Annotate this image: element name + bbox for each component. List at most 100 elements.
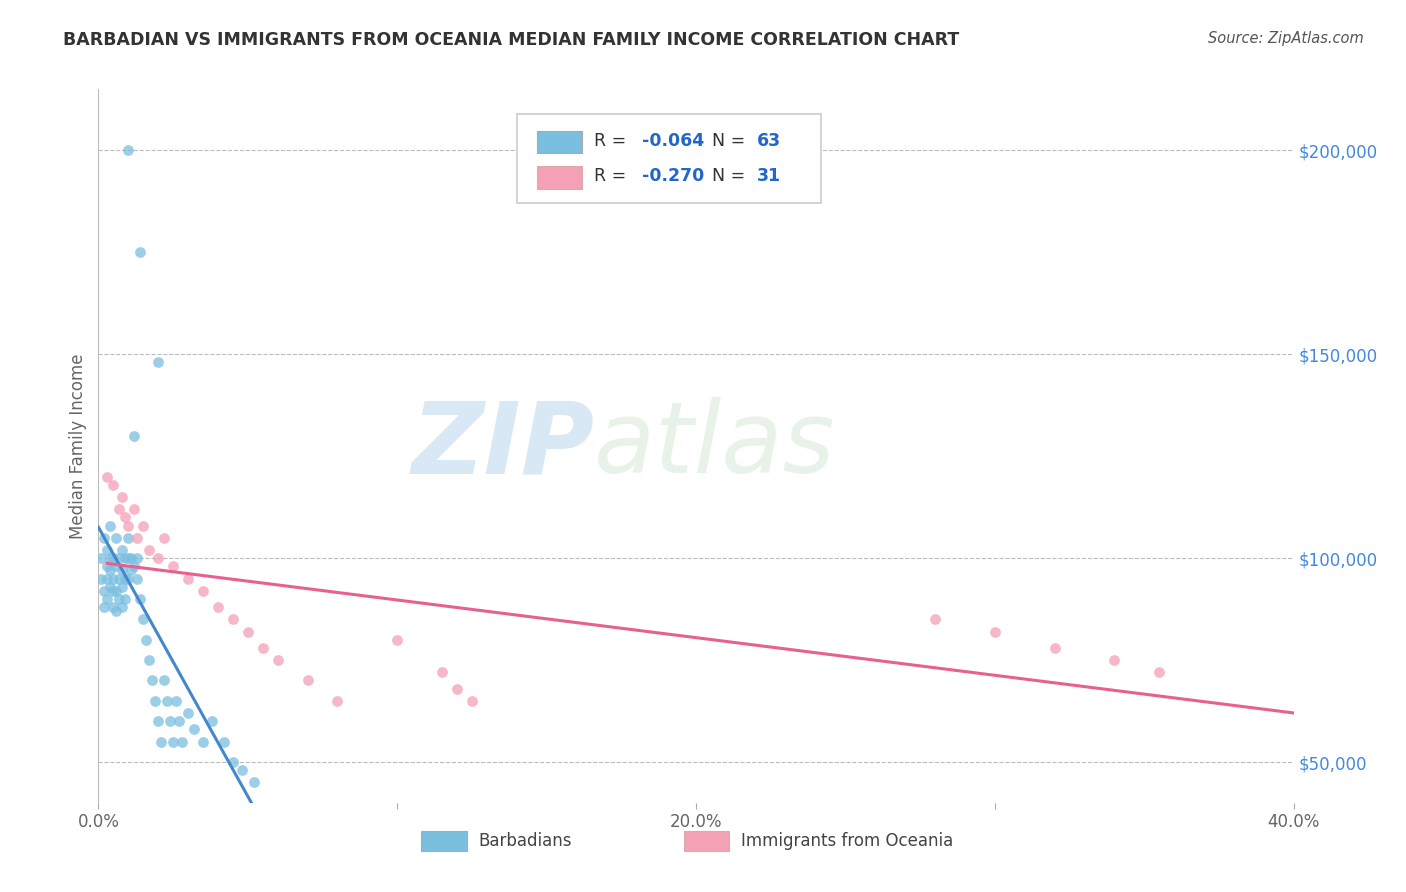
Point xyxy=(162,559,184,574)
Point xyxy=(267,653,290,667)
Point xyxy=(120,563,142,577)
Point xyxy=(111,580,134,594)
Point xyxy=(183,723,205,737)
Point xyxy=(153,673,176,688)
Point xyxy=(117,531,139,545)
Point xyxy=(111,490,134,504)
Point xyxy=(105,604,128,618)
Point xyxy=(93,531,115,545)
Point xyxy=(1104,653,1126,667)
Point xyxy=(124,559,146,574)
Point xyxy=(114,510,136,524)
Point xyxy=(191,583,214,598)
Point xyxy=(156,694,179,708)
Point xyxy=(148,355,170,369)
Point xyxy=(129,245,152,260)
Text: N =: N = xyxy=(711,132,751,150)
Point xyxy=(148,714,170,729)
Text: Barbadians: Barbadians xyxy=(478,831,572,849)
Point xyxy=(191,734,214,748)
FancyBboxPatch shape xyxy=(537,166,582,189)
Point xyxy=(924,612,946,626)
Point xyxy=(117,144,139,158)
Point xyxy=(96,572,118,586)
Point xyxy=(114,591,136,606)
Point xyxy=(222,612,245,626)
Point xyxy=(385,632,409,647)
Point xyxy=(172,734,194,748)
Text: R =: R = xyxy=(595,168,633,186)
Point xyxy=(103,551,125,566)
Point xyxy=(114,551,136,566)
Text: BARBADIAN VS IMMIGRANTS FROM OCEANIA MEDIAN FAMILY INCOME CORRELATION CHART: BARBADIAN VS IMMIGRANTS FROM OCEANIA MED… xyxy=(63,31,959,49)
Point xyxy=(111,543,134,558)
Point xyxy=(148,551,170,566)
Point xyxy=(93,583,115,598)
Text: ZIP: ZIP xyxy=(412,398,595,494)
Point xyxy=(117,572,139,586)
Point xyxy=(127,551,149,566)
Point xyxy=(96,559,118,574)
Point xyxy=(90,572,112,586)
Text: -0.270: -0.270 xyxy=(643,168,704,186)
Point xyxy=(96,591,118,606)
Point xyxy=(297,673,319,688)
Point xyxy=(207,600,229,615)
Point xyxy=(124,429,146,443)
Point xyxy=(135,632,157,647)
Point xyxy=(236,624,259,639)
Point xyxy=(108,572,131,586)
Point xyxy=(98,518,122,533)
Point xyxy=(108,551,131,566)
Text: atlas: atlas xyxy=(595,398,837,494)
Point xyxy=(105,583,128,598)
FancyBboxPatch shape xyxy=(422,831,467,851)
Point xyxy=(201,714,224,729)
Point xyxy=(167,714,190,729)
FancyBboxPatch shape xyxy=(537,130,582,153)
Point xyxy=(103,572,125,586)
Point xyxy=(124,502,146,516)
Point xyxy=(177,572,200,586)
FancyBboxPatch shape xyxy=(685,831,730,851)
Point xyxy=(143,694,166,708)
Point xyxy=(98,580,122,594)
Point xyxy=(1043,640,1066,655)
Text: 63: 63 xyxy=(756,132,782,150)
Point xyxy=(129,591,152,606)
Point xyxy=(430,665,453,680)
Point xyxy=(159,714,181,729)
Point xyxy=(446,681,468,696)
Point xyxy=(162,734,184,748)
Point xyxy=(132,612,155,626)
Point xyxy=(117,518,139,533)
Point xyxy=(108,591,131,606)
Point xyxy=(153,531,176,545)
Point xyxy=(243,775,266,789)
Point xyxy=(138,653,160,667)
Point xyxy=(127,572,149,586)
Point xyxy=(141,673,163,688)
Point xyxy=(96,543,118,558)
Point xyxy=(165,694,187,708)
Point xyxy=(98,551,122,566)
Point xyxy=(96,469,118,483)
Point xyxy=(1147,665,1170,680)
Point xyxy=(222,755,245,769)
Point xyxy=(150,734,173,748)
Point xyxy=(90,551,112,566)
Point xyxy=(231,763,253,777)
Point xyxy=(103,583,125,598)
Point xyxy=(132,518,155,533)
Point xyxy=(177,706,200,720)
Point xyxy=(120,551,142,566)
Point xyxy=(98,563,122,577)
Point xyxy=(103,600,125,615)
Point xyxy=(103,477,125,491)
Text: -0.064: -0.064 xyxy=(643,132,704,150)
Point xyxy=(117,551,139,566)
Text: 31: 31 xyxy=(756,168,782,186)
Point xyxy=(138,543,160,558)
Point xyxy=(127,531,149,545)
Point xyxy=(326,694,349,708)
